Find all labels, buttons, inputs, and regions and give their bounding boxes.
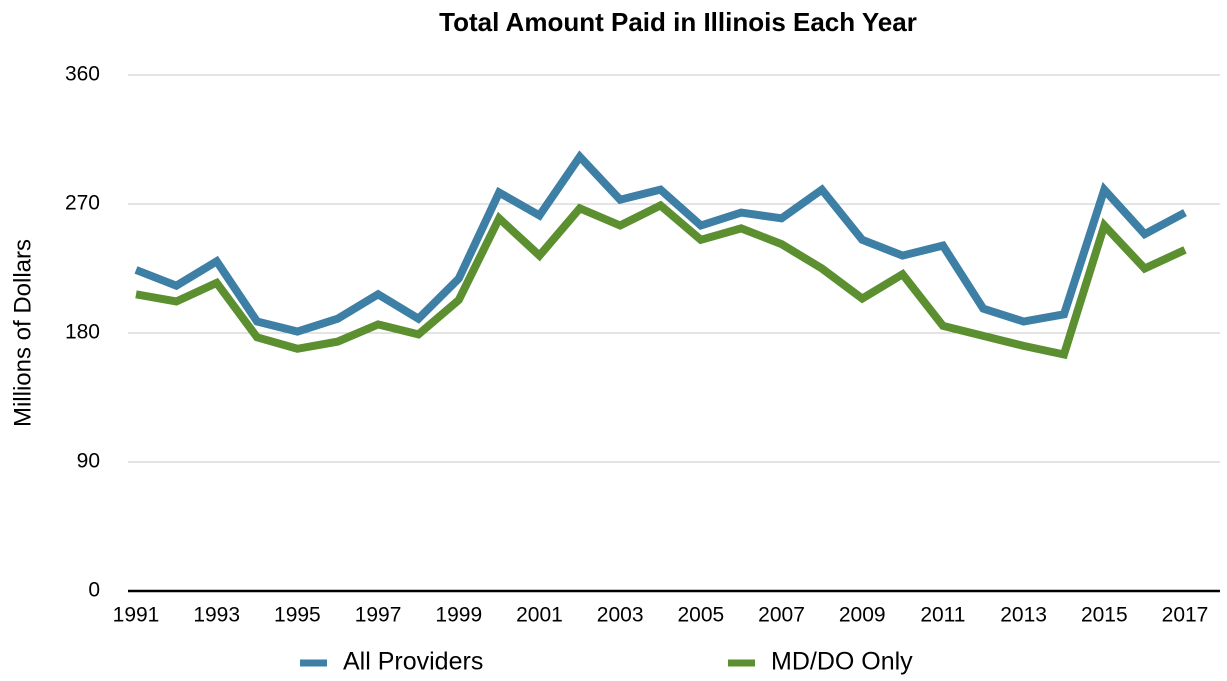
x-tick-label: 1993 xyxy=(193,604,240,627)
y-axis-label: Millions of Dollars xyxy=(9,239,36,427)
x-tick-label: 2005 xyxy=(677,604,724,627)
y-tick-label: 270 xyxy=(65,192,100,215)
series-line xyxy=(134,150,1187,336)
legend-label: All Providers xyxy=(343,648,483,676)
x-tick-label: 2009 xyxy=(839,604,886,627)
x-tick-label: 2011 xyxy=(920,604,965,627)
x-tick-label: 1991 xyxy=(113,604,160,627)
legend-label: MD/DO Only xyxy=(771,648,913,676)
series-line xyxy=(135,200,1187,360)
x-tick-label: 2013 xyxy=(1000,604,1047,627)
x-tick-label: 2007 xyxy=(758,604,805,627)
y-tick-label: 0 xyxy=(88,579,100,602)
y-tick-label: 90 xyxy=(77,450,100,473)
chart-title: Total Amount Paid in Illinois Each Year xyxy=(439,7,917,37)
y-tick-label: 360 xyxy=(65,63,100,86)
x-tick-label: 2017 xyxy=(1162,604,1209,627)
x-tick-label: 2015 xyxy=(1081,604,1128,627)
x-tick-label: 1999 xyxy=(435,604,482,627)
x-tick-label: 2003 xyxy=(597,604,644,627)
x-tick-label: 1995 xyxy=(274,604,321,627)
y-tick-label: 180 xyxy=(65,321,100,344)
x-tick-label: 2001 xyxy=(516,604,563,627)
x-tick-label: 1997 xyxy=(355,604,402,627)
